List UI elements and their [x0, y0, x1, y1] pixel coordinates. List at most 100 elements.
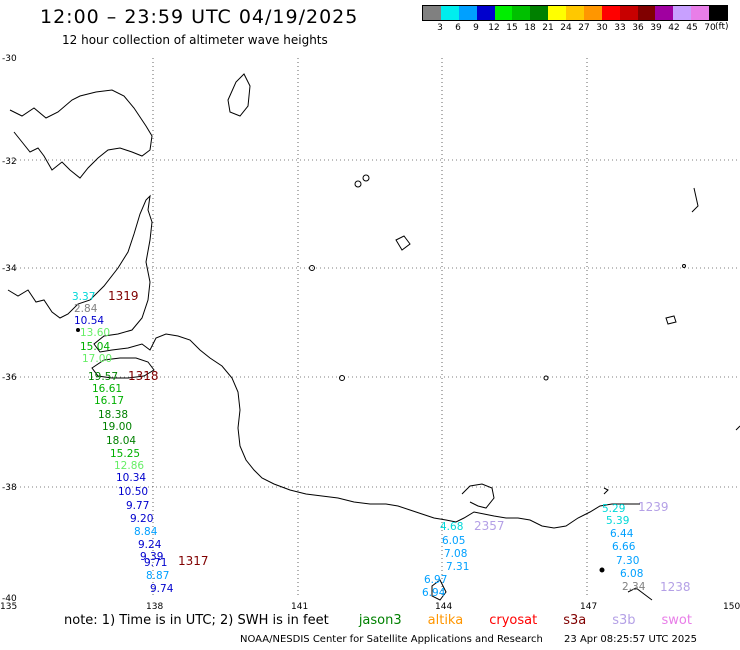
wave-height-value: 9.20 [130, 513, 153, 525]
wave-height-value: 16.17 [94, 395, 124, 407]
wave-height-value: 15.25 [110, 448, 140, 460]
scale-tick-label: 12 [488, 23, 500, 33]
scale-swatch [440, 6, 459, 20]
scale-swatch [423, 6, 441, 20]
wave-height-value: 5.39 [606, 515, 629, 527]
wave-height-color-scale: 3 6 9 12 15 18 21 24 27 30 33 36 39 42 45 70 [422, 5, 728, 35]
wave-height-value: 9.77 [126, 500, 149, 512]
scale-tick-label: 9 [473, 23, 479, 33]
credit-text: NOAA/NESDIS Center for Satellite Applica… [240, 634, 543, 645]
wave-height-value: 8.84 [134, 526, 158, 538]
pass-number: 2357 [474, 519, 505, 533]
scale-tick-label: 42 [668, 23, 680, 33]
scale-swatch [691, 6, 709, 20]
scale-swatch [673, 6, 692, 20]
map-subtitle: 12 hour collection of altimeter wave hei… [62, 33, 328, 47]
wave-height-value: 10.50 [118, 486, 148, 498]
wave-height-value: 18.38 [98, 409, 128, 421]
lat-label: -30 [2, 54, 17, 64]
lon-label: 150 [723, 602, 740, 610]
lat-label: -36 [2, 373, 17, 383]
lon-label: 135 [0, 602, 17, 610]
lon-label: 144 [435, 602, 452, 610]
credit-line: NOAA/NESDIS Center for Satellite Applica… [240, 634, 697, 645]
wave-height-value: 2.34 [622, 581, 646, 593]
scale-tick-label: 33 [614, 23, 626, 33]
satellite-legend: jason3 altika cryosat s3a s3b swot [337, 613, 696, 628]
scale-swatch [566, 6, 584, 20]
scale-tick-label: 45 [686, 23, 698, 33]
wave-height-value: 7.31 [446, 561, 469, 573]
scale-tick-label: 39 [650, 23, 662, 33]
longitude-labels: 135 138 141 144 147 150 [0, 602, 740, 610]
pass-number: 1319 [108, 289, 139, 303]
wave-height-value: 5.29 [602, 503, 625, 515]
scale-tick-label: 24 [560, 23, 572, 33]
satellite-altika: altika [427, 613, 464, 628]
pass-labels: 1319 1318 1317 2357 1239 1238 [108, 289, 691, 594]
wave-height-value: 17.00 [82, 353, 112, 365]
coastline-port-phillip [461, 483, 495, 509]
scale-swatch [583, 6, 602, 20]
scale-unit: (ft) [715, 22, 729, 32]
wave-height-value: 6.66 [612, 541, 636, 553]
scale-swatch [655, 6, 674, 20]
lon-label: 138 [146, 602, 163, 610]
wave-height-value: 6.08 [620, 568, 643, 580]
wave-height-value: 16.61 [92, 383, 122, 395]
graticule [8, 58, 740, 598]
lat-label: -40 [2, 594, 17, 604]
wave-height-value: 10.54 [74, 315, 104, 327]
scale-swatch [619, 6, 638, 20]
scale-tick-label: 30 [596, 23, 608, 33]
scale-tick-label: 6 [455, 23, 461, 33]
scale-swatch [709, 6, 727, 20]
satellite-jason3: jason3 [358, 613, 402, 628]
scale-tick-label: 15 [506, 23, 518, 33]
pass-number: 1238 [660, 580, 691, 594]
wave-height-value: 10.34 [116, 472, 146, 484]
coastline-mainland [7, 194, 640, 529]
wave-height-value: 4.68 [440, 521, 463, 533]
map-canvas: -30 -32 -34 -36 -38 -40 135 138 141 144 … [0, 54, 740, 610]
wave-height-value: 6.05 [442, 535, 465, 547]
lat-label: -34 [2, 264, 17, 274]
wave-height-value: 9.71 [144, 557, 167, 569]
wave-height-value: 9.74 [150, 583, 174, 595]
footer-note: note: 1) Time is in UTC; 2) SWH is in fe… [64, 613, 329, 628]
wave-height-value: 6.97 [424, 574, 447, 586]
scale-swatch [494, 6, 513, 20]
scale-swatch [458, 6, 477, 20]
scale-tick-label: 36 [632, 23, 644, 33]
lon-label: 147 [580, 602, 597, 610]
lat-label: -32 [2, 157, 17, 167]
scale-swatch [476, 6, 495, 20]
satellite-s3a: s3a [563, 613, 587, 628]
legend-footer: note: 1) Time is in UTC; 2) SWH is in fe… [64, 613, 700, 628]
scale-tick-label: 70 [704, 23, 716, 33]
wave-height-value: 19.57 [88, 371, 118, 383]
scale-tick-label: 21 [542, 23, 554, 33]
satellite-cryosat: cryosat [489, 613, 538, 628]
wave-height-value: 6.94 [422, 587, 446, 599]
latitude-labels: -30 -32 -34 -36 -38 -40 [2, 54, 17, 604]
pass-number: 1317 [178, 554, 209, 568]
satellite-s3b: s3b [612, 613, 636, 628]
wave-height-value: 12.86 [114, 460, 144, 472]
wave-height-value: 9.24 [138, 539, 162, 551]
color-scale-bar [422, 5, 728, 21]
wave-height-value: 15.04 [80, 341, 110, 353]
color-scale-ticks: 3 6 9 12 15 18 21 24 27 30 33 36 39 42 45 70 [422, 21, 728, 35]
scale-swatch [548, 6, 566, 20]
scale-tick-label: 27 [578, 23, 590, 33]
wave-height-value: 13.60 [80, 327, 110, 339]
satellite-swot: swot [661, 613, 692, 628]
wave-height-value: 7.30 [616, 555, 639, 567]
coastline-eyre [9, 89, 153, 179]
coastline-tasmania [627, 587, 653, 601]
wave-height-value: 6.44 [610, 528, 634, 540]
scale-swatch [637, 6, 656, 20]
wave-height-value: 18.04 [106, 435, 136, 447]
wave-height-value: 8.87 [146, 570, 169, 582]
